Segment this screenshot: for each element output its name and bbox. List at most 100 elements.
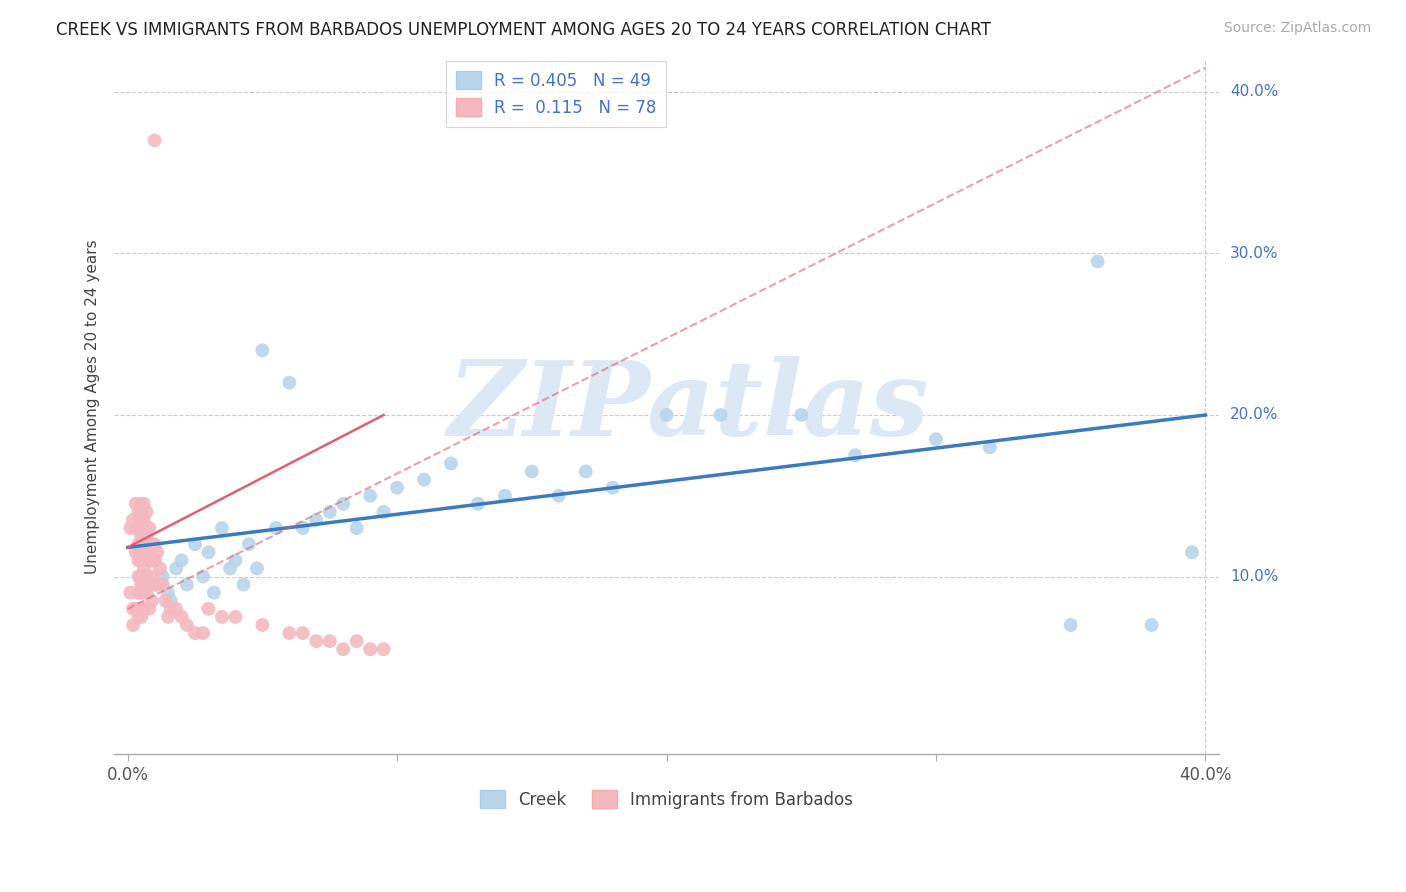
Point [790, 408, 813, 422]
Point [127, 521, 149, 535]
Point [132, 529, 155, 543]
Point [709, 408, 731, 422]
Point [246, 561, 269, 575]
Point [120, 521, 142, 535]
Point [197, 602, 219, 616]
Point [346, 634, 368, 648]
Point [211, 521, 233, 535]
Y-axis label: Unemployment Among Ages 20 to 24 years: Unemployment Among Ages 20 to 24 years [86, 240, 100, 574]
Point [494, 489, 516, 503]
Point [191, 626, 214, 640]
Point [176, 618, 198, 632]
Point [291, 521, 314, 535]
Point [129, 577, 152, 591]
Point [602, 481, 624, 495]
Point [138, 521, 160, 535]
Point [129, 497, 152, 511]
Point [129, 610, 152, 624]
Text: Source: ZipAtlas.com: Source: ZipAtlas.com [1223, 21, 1371, 35]
Point [143, 553, 166, 567]
Point [138, 553, 160, 567]
Point [575, 465, 598, 479]
Point [135, 545, 157, 559]
Point [224, 553, 246, 567]
Point [135, 569, 157, 583]
Point [252, 343, 274, 358]
Point [132, 602, 155, 616]
Point [129, 602, 152, 616]
Text: ZIPatlas: ZIPatlas [449, 356, 929, 458]
Point [135, 505, 157, 519]
Point [1060, 618, 1083, 632]
Point [332, 642, 354, 657]
Point [925, 432, 948, 446]
Point [127, 505, 149, 519]
Point [129, 569, 152, 583]
Point [278, 626, 301, 640]
Point [385, 481, 408, 495]
Point [252, 618, 274, 632]
Point [1140, 618, 1163, 632]
Text: 40.0%: 40.0% [1230, 85, 1278, 99]
Point [305, 513, 328, 527]
Point [135, 529, 157, 543]
Point [152, 569, 174, 583]
Point [149, 561, 172, 575]
Point [278, 376, 301, 390]
Point [219, 561, 242, 575]
Point [159, 602, 181, 616]
Point [159, 593, 181, 607]
Point [122, 513, 145, 527]
Point [291, 626, 314, 640]
Point [122, 618, 145, 632]
Point [122, 602, 145, 616]
Point [125, 602, 148, 616]
Point [127, 553, 149, 567]
Point [413, 473, 436, 487]
Point [224, 610, 246, 624]
Point [129, 505, 152, 519]
Text: 10.0%: 10.0% [1230, 569, 1278, 584]
Point [132, 577, 155, 591]
Point [232, 577, 254, 591]
Point [146, 577, 169, 591]
Point [165, 602, 187, 616]
Point [176, 577, 198, 591]
Text: 30.0%: 30.0% [1230, 246, 1278, 261]
Point [655, 408, 678, 422]
Point [143, 577, 166, 591]
Point [1087, 254, 1109, 268]
Text: CREEK VS IMMIGRANTS FROM BARBADOS UNEMPLOYMENT AMONG AGES 20 TO 24 YEARS CORRELA: CREEK VS IMMIGRANTS FROM BARBADOS UNEMPL… [56, 21, 991, 38]
Point [129, 553, 152, 567]
Point [264, 521, 287, 535]
Point [125, 545, 148, 559]
Point [157, 610, 180, 624]
Point [440, 457, 463, 471]
Point [138, 602, 160, 616]
Point [141, 553, 163, 567]
Point [129, 529, 152, 543]
Point [1181, 545, 1204, 559]
Point [373, 505, 395, 519]
Point [138, 545, 160, 559]
Point [170, 553, 193, 567]
Point [125, 497, 148, 511]
Point [132, 561, 155, 575]
Point [138, 577, 160, 591]
Point [191, 569, 214, 583]
Point [141, 537, 163, 551]
Point [170, 610, 193, 624]
Point [141, 593, 163, 607]
Point [305, 634, 328, 648]
Point [129, 585, 152, 599]
Point [520, 465, 543, 479]
Point [127, 602, 149, 616]
Point [149, 577, 172, 591]
Point [146, 545, 169, 559]
Point [332, 497, 354, 511]
Point [238, 537, 260, 551]
Point [844, 448, 866, 462]
Point [125, 521, 148, 535]
Point [359, 642, 381, 657]
Point [359, 489, 381, 503]
